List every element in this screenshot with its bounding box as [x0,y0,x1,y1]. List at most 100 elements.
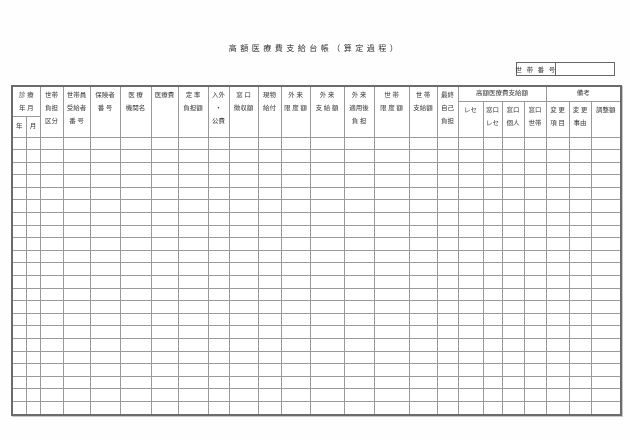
empty-cell [11,161,27,176]
empty-cell [62,174,91,188]
empty-cell [343,199,375,214]
empty-cell [177,312,209,327]
empty-cell [207,325,230,339]
empty-cell [25,338,41,352]
empty-cell [568,249,592,264]
empty-cell [280,375,311,390]
ledger-table: 診 療 年 月 世帯 負担 区分 世帯員 受給者 番 号 保険者 番 号 医 療… [11,85,623,416]
empty-cell [436,325,459,339]
empty-cell [207,136,230,151]
empty-cell [590,325,622,339]
empty-cell [343,136,375,151]
empty-cell [39,174,64,188]
empty-cell [62,149,91,163]
empty-cell [436,212,459,226]
empty-cell [89,262,121,277]
empty-cell [280,262,311,277]
empty-cell [590,136,622,151]
empty-cell [39,186,64,201]
empty-cell [89,186,121,201]
empty-cell [482,375,503,390]
empty-cell [408,312,438,327]
empty-cell [501,149,525,163]
empty-cell [62,338,91,352]
empty-cell [523,275,547,289]
empty-cell [280,161,311,176]
col-header-adjustment-amount: 調整額 [590,100,622,138]
group-header-remarks: 備考 [545,85,622,102]
empty-cell [228,237,259,251]
empty-cell [207,312,230,327]
empty-cell [11,400,27,416]
empty-cell [457,174,484,188]
empty-cell [501,338,525,352]
empty-cell [408,161,438,176]
empty-cell [309,224,345,239]
empty-cell [177,287,209,302]
empty-cell [501,300,525,314]
empty-cell [39,275,64,289]
empty-cell [119,338,152,352]
empty-cell [436,149,459,163]
empty-cell [280,312,311,327]
empty-cell [25,149,41,163]
empty-cell [545,262,570,277]
empty-cell [482,161,503,176]
empty-cell [590,312,622,327]
empty-cell [39,149,64,163]
empty-cell [457,325,484,339]
empty-cell [62,136,91,151]
empty-cell [207,212,230,226]
col-header-member-recipient-number: 世帯員 受給者 番 号 [62,85,91,138]
empty-cell [257,161,282,176]
empty-cell [436,388,459,402]
empty-cell [25,249,41,264]
empty-cell [373,237,410,251]
empty-cell [482,149,503,163]
empty-cell [62,400,91,416]
empty-cell [568,149,592,163]
empty-cell [590,275,622,289]
empty-cell [482,174,503,188]
empty-cell [177,275,209,289]
empty-cell [568,375,592,390]
empty-cell [436,136,459,151]
empty-cell [280,400,311,416]
empty-cell [309,287,345,302]
empty-cell [228,224,259,239]
empty-cell [62,199,91,214]
empty-cell [343,312,375,327]
empty-cell [177,400,209,416]
empty-cell [89,350,121,365]
empty-cell [482,325,503,339]
empty-cell [373,287,410,302]
empty-cell [150,199,179,214]
empty-cell [119,174,152,188]
empty-cell [62,275,91,289]
table-row [11,174,622,188]
empty-cell [228,275,259,289]
empty-cell [501,312,525,327]
empty-cell [89,237,121,251]
empty-cell [590,161,622,176]
empty-cell [62,237,91,251]
empty-cell [343,249,375,264]
empty-cell [309,174,345,188]
empty-cell [177,375,209,390]
empty-cell [228,325,259,339]
empty-cell [309,388,345,402]
empty-cell [177,237,209,251]
table-row [11,161,622,176]
empty-cell [150,312,179,327]
empty-cell [501,400,525,416]
empty-cell [62,312,91,327]
empty-cell [309,149,345,163]
empty-cell [39,338,64,352]
empty-cell [25,199,41,214]
empty-cell [501,174,525,188]
empty-cell [523,199,547,214]
empty-cell [436,300,459,314]
empty-cell [523,363,547,377]
empty-cell [228,199,259,214]
empty-cell [207,249,230,264]
